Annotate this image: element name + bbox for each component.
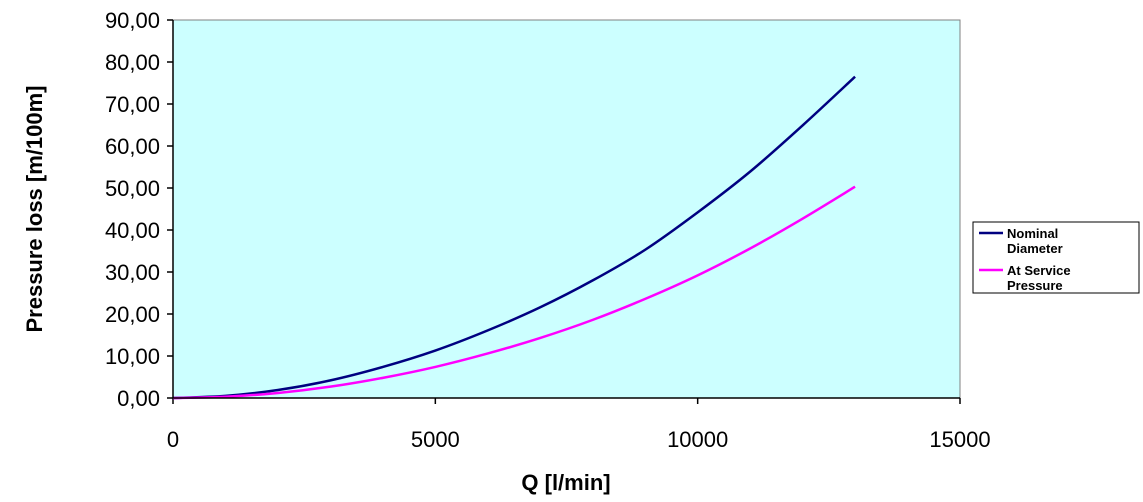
y-tick-label: 60,00 [105,134,160,159]
y-axis-title: Pressure loss [m/100m] [22,85,47,332]
x-axis-title: Q [l/min] [521,470,610,495]
y-axis-ticks: 0,00 10,00 20,00 30,00 40,00 50,00 60,00 70,00 8… [105,8,173,411]
y-tick-label: 10,00 [105,344,160,369]
series-line-1 [172,75,856,400]
series-line-2 [172,185,856,400]
x-tick-label: 10000 [667,427,728,452]
plot-area [172,19,961,399]
y-tick-label: 20,00 [105,302,160,327]
legend-label-2: At Service [1007,263,1071,278]
legend-label-2: Pressure [1007,278,1063,293]
legend-label-1: Nominal [1007,226,1058,241]
y-tick-label: 50,00 [105,176,160,201]
legend-label-1: Diameter [1007,241,1063,256]
y-tick-label: 70,00 [105,92,160,117]
x-axis-ticks: 0 5000 10000 15000 [167,398,991,452]
y-tick-label: 90,00 [105,8,160,33]
y-tick-label: 30,00 [105,260,160,285]
y-tick-label: 0,00 [117,386,160,411]
x-tick-label: 0 [167,427,179,452]
y-tick-label: 80,00 [105,50,160,75]
x-tick-label: 5000 [411,427,460,452]
x-tick-label: 15000 [929,427,990,452]
series-layer [172,75,856,400]
y-tick-label: 40,00 [105,218,160,243]
